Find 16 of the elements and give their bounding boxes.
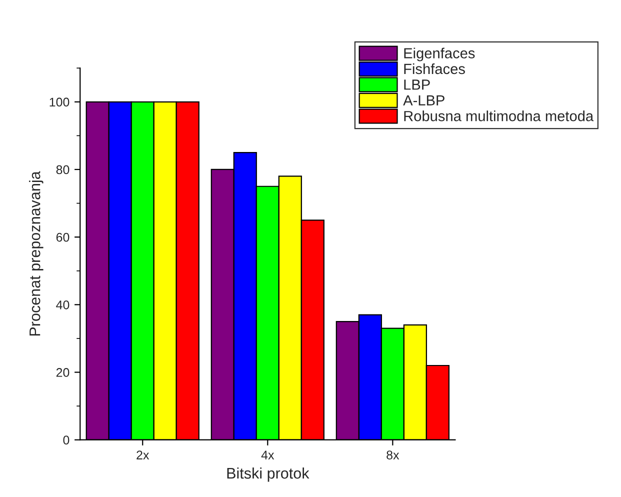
legend-label: LBP [404, 80, 430, 90]
legend-label: A-LBP [403, 95, 444, 106]
y-tick-label: 40 [56, 300, 70, 310]
x-axis-title: Bitski protok [227, 467, 310, 482]
x-tick-label: 4x [261, 450, 274, 460]
legend-label: Robusna multimodna metoda [404, 110, 594, 122]
y-tick-label: 20 [56, 368, 70, 377]
legend-label: Eigenfaces [404, 48, 475, 62]
y-tick-label: 0 [63, 436, 70, 444]
x-tick-label: 8x [386, 450, 400, 460]
y-tick-label: 80 [56, 165, 70, 174]
y-tick-label: 100 [50, 98, 70, 107]
legend-label: Fishfaces [404, 63, 465, 74]
y-tick-label: 60 [56, 232, 70, 242]
y-axis-title: Procenat prepoznavanja [29, 171, 44, 336]
x-tick-label: 2x [136, 450, 150, 460]
